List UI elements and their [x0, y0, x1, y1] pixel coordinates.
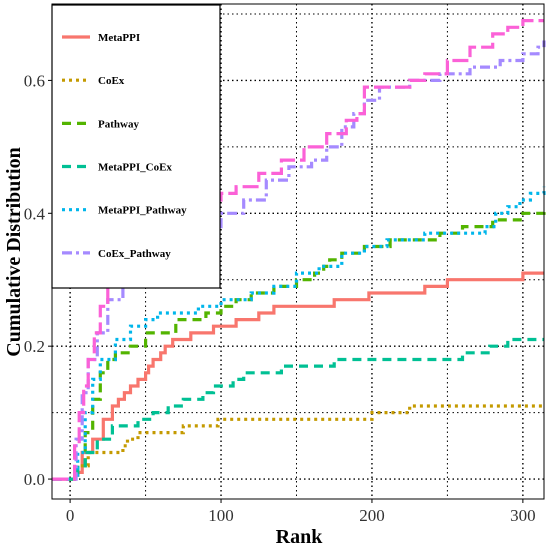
series-line-2 [52, 206, 546, 481]
legend-label-5: CoEx_Pathway [98, 248, 171, 260]
tick-labels: 0 100 200 300 0.0 0.2 0.4 0.6 [24, 71, 536, 525]
x-tick-label: 100 [208, 506, 234, 525]
series-line-6 [52, 19, 544, 481]
series-layer [52, 19, 546, 481]
y-axis-title: Cumulative Distribution [3, 147, 25, 356]
y-tick-label: 0.2 [24, 337, 45, 356]
y-tick-label: 0.6 [24, 71, 45, 90]
series-line-3 [52, 337, 544, 481]
x-axis-title: Rank [276, 526, 324, 548]
legend: MetaPPI CoEx Pathway MetaPPI_CoEx MetaPPI_Pa… [51, 4, 221, 289]
series-line-5 [52, 40, 546, 481]
legend-box [51, 4, 221, 289]
x-tick-label: 200 [359, 506, 385, 525]
x-tick-label: 0 [66, 506, 75, 525]
legend-label-3: MetaPPI_CoEx [98, 162, 172, 174]
legend-entries: MetaPPI CoEx Pathway MetaPPI_CoEx MetaPPI_Pa… [62, 32, 187, 260]
series-line-4 [52, 186, 546, 481]
y-tick-label: 0.0 [24, 470, 45, 489]
legend-label-4: MetaPPI_Pathway [98, 205, 187, 217]
y-tick-label: 0.4 [24, 204, 46, 223]
legend-label-2: Pathway [98, 118, 139, 130]
legend-label-1: CoEx [98, 75, 125, 87]
x-tick-label: 300 [510, 506, 536, 525]
legend-label-0: MetaPPI [98, 32, 140, 44]
series-line-0 [52, 271, 544, 481]
series-line-1 [52, 404, 544, 481]
